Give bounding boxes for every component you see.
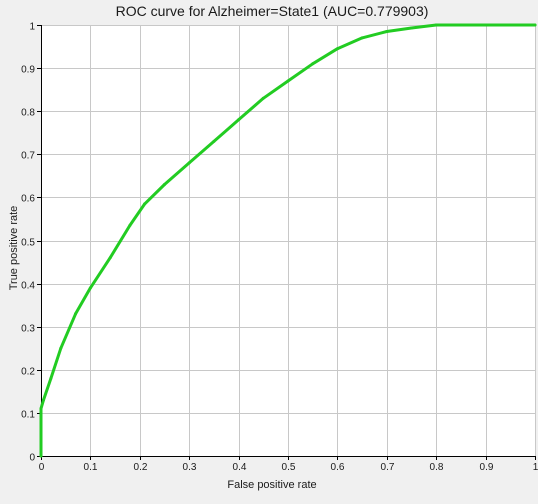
- grid-layer: [41, 25, 536, 457]
- roc-curve-point: [360, 36, 364, 40]
- x-tick-label: 0.1: [84, 462, 98, 473]
- roc-curve-point: [459, 23, 463, 27]
- x-tick-label: 1: [533, 462, 538, 473]
- roc-curve-point: [128, 223, 132, 227]
- x-tick-label: 0.9: [480, 462, 494, 473]
- y-tick-label: 0.9: [21, 65, 35, 76]
- roc-curve-point: [212, 139, 216, 143]
- y-tick-label: 0.2: [21, 367, 35, 378]
- roc-curve-point: [508, 23, 512, 27]
- roc-curve-point: [335, 47, 339, 51]
- y-tick-label: 0.4: [21, 281, 35, 292]
- roc-curve-point: [533, 23, 537, 27]
- roc-curve-point: [163, 183, 166, 186]
- y-tick-label: 0.6: [21, 194, 35, 205]
- roc-curve-point: [49, 376, 53, 380]
- roc-curve-point: [143, 202, 147, 206]
- y-axis-label: True positive rate: [8, 206, 20, 291]
- roc-curve-point: [39, 407, 43, 411]
- x-tick-label: 0: [39, 462, 45, 473]
- y-tick-label: 0.7: [21, 151, 35, 162]
- y-tick-label: 1: [29, 22, 35, 33]
- roc-curve-point: [385, 30, 389, 33]
- y-tick-label: 0: [29, 453, 35, 464]
- x-tick-label: 0.4: [233, 462, 247, 473]
- x-tick-label: 0.6: [331, 462, 345, 473]
- roc-curve-point: [311, 62, 315, 66]
- roc-curve-point: [39, 454, 43, 458]
- roc-curve-point: [434, 23, 438, 27]
- roc-curve-point: [410, 26, 413, 30]
- x-tick-label: 0.5: [282, 462, 296, 473]
- roc-curve-point: [237, 118, 241, 122]
- y-tick-label: 0.3: [21, 324, 35, 335]
- x-tick-label: 0.8: [430, 462, 444, 473]
- ticks-layer: 0 0.1 0.2 0.3 0.4 0.5 0.6 0.7 0.8 0.9 1 0 0.1 0.2 0.3 0…: [21, 22, 538, 474]
- roc-curve-point: [187, 161, 191, 165]
- x-tick-label: 0.2: [134, 462, 148, 473]
- roc-curve-point: [42, 398, 45, 402]
- roc-curve-point: [74, 312, 78, 316]
- roc-curve-point: [59, 346, 63, 350]
- y-tick-label: 0.8: [21, 108, 35, 119]
- series-layer: [39, 23, 537, 458]
- y-tick-label: 0.1: [21, 410, 35, 421]
- roc-curve-point: [484, 23, 488, 27]
- x-axis-label: False positive rate: [227, 479, 316, 491]
- roc-curve-point: [108, 256, 112, 260]
- roc-curve-line: [39, 23, 537, 458]
- y-tick-label: 0.5: [21, 238, 35, 249]
- roc-curve-point: [286, 79, 290, 83]
- x-tick-label: 0.7: [381, 462, 395, 473]
- roc-curve-point: [88, 286, 92, 290]
- chart-title: ROC curve for Alzheimer=State1 (AUC=0.77…: [116, 3, 429, 19]
- roc-curve-point: [261, 96, 265, 100]
- x-tick-label: 0.3: [183, 462, 197, 473]
